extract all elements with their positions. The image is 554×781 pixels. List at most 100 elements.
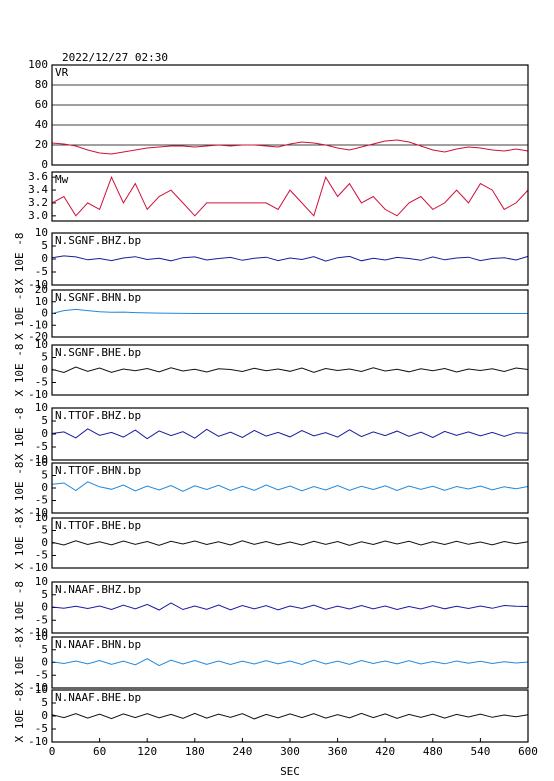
y-tick-label: 3.6	[28, 170, 48, 183]
y-tick-label: -10	[28, 681, 48, 694]
panel-frame	[51, 171, 529, 222]
y-tick-label: 0	[41, 481, 48, 494]
y-tick-label: 0	[41, 307, 48, 320]
y-tick-label: -10	[28, 735, 48, 748]
y-tick-label: -10	[28, 278, 48, 291]
y-tick-label: -5	[35, 668, 48, 681]
y-tick-label: -5	[35, 549, 48, 562]
panel-label: N.NAAF.BHE.bp	[55, 691, 141, 704]
y-tick-label: 10	[35, 575, 48, 588]
x-tick-label: 300	[280, 745, 300, 758]
y-tick-label: -20	[28, 330, 48, 343]
y-tick-label: -5	[35, 376, 48, 389]
y-tick-label: -5	[35, 613, 48, 626]
y-tick-label: 10	[35, 683, 48, 696]
y-tick-label: 0	[41, 252, 48, 265]
y-tick-label: 5	[41, 524, 48, 537]
waveform	[51, 712, 529, 720]
panel-label: VR	[55, 66, 69, 79]
y-axis-label: X 10E -8	[13, 344, 26, 397]
panel-frame	[51, 344, 529, 396]
y-tick-label: -10	[28, 506, 48, 519]
panel-frame	[51, 581, 529, 634]
y-tick-label: 20	[35, 138, 48, 151]
plot-title: 2022/12/27 02:30	[62, 51, 168, 64]
panel-frame	[51, 289, 529, 338]
y-axis-label: X 10E -8	[13, 287, 26, 340]
y-tick-label: 10	[35, 338, 48, 351]
y-tick-label: 10	[35, 401, 48, 414]
y-axis-label: X 10E -8	[13, 233, 26, 286]
waveform	[51, 175, 529, 217]
y-tick-label: 0	[41, 363, 48, 376]
y-tick-label: 60	[35, 98, 48, 111]
waveform	[51, 139, 529, 155]
y-axis-label: X 10E -8	[13, 408, 26, 461]
panel-label: N.NAAF.BHZ.bp	[55, 583, 141, 596]
y-tick-label: -10	[28, 388, 48, 401]
y-tick-label: 5	[41, 588, 48, 601]
panel-label: N.TTOF.BHE.bp	[55, 519, 141, 532]
y-axis-label: X 10E -8	[13, 462, 26, 515]
waveform	[51, 602, 529, 611]
y-tick-label: -5	[35, 265, 48, 278]
panel-label: N.SGNF.BHE.bp	[55, 346, 141, 359]
y-tick-label: 10	[35, 511, 48, 524]
y-tick-label: 0	[41, 601, 48, 614]
panel-label: N.TTOF.BHZ.bp	[55, 409, 141, 422]
panel-label: N.NAAF.BHN.bp	[55, 638, 141, 651]
y-tick-label: 5	[41, 414, 48, 427]
y-tick-label: 20	[35, 283, 48, 296]
panel-label: N.SGNF.BHN.bp	[55, 291, 141, 304]
panel-frame	[51, 462, 529, 514]
x-tick-label: 480	[423, 745, 443, 758]
x-tick-label: 600	[518, 745, 538, 758]
panel-label: N.TTOF.BHN.bp	[55, 464, 141, 477]
y-tick-label: 10	[35, 630, 48, 643]
waveform	[51, 658, 529, 667]
y-tick-label: 0	[41, 709, 48, 722]
y-axis-label: X 10E -8	[13, 636, 26, 689]
y-tick-label: 5	[41, 469, 48, 482]
x-tick-label: 180	[185, 745, 205, 758]
y-tick-label: 3.4	[28, 183, 48, 196]
y-tick-label: 10	[35, 456, 48, 469]
y-tick-label: -5	[35, 494, 48, 507]
y-tick-label: -5	[35, 440, 48, 453]
y-tick-label: 5	[41, 696, 48, 709]
y-tick-label: 5	[41, 643, 48, 656]
x-tick-label: 0	[49, 745, 56, 758]
panel-frame	[51, 407, 529, 461]
y-tick-label: 100	[28, 58, 48, 71]
y-axis-label: X 10E -8	[13, 581, 26, 634]
y-tick-label: 0	[41, 656, 48, 669]
waveform	[51, 366, 529, 374]
x-axis-label: SEC	[280, 765, 300, 778]
y-tick-label: 10	[35, 226, 48, 239]
waveform	[51, 481, 529, 492]
y-axis-label: X 10E -8	[13, 690, 26, 743]
panel-label: Mw	[55, 173, 69, 186]
x-tick-label: 540	[470, 745, 490, 758]
y-tick-label: 3.2	[28, 196, 48, 209]
y-tick-label: 3.0	[28, 209, 48, 222]
waveform	[51, 540, 529, 546]
x-tick-label: 60	[93, 745, 106, 758]
panel-label: N.SGNF.BHZ.bp	[55, 234, 141, 247]
y-tick-label: -10	[28, 561, 48, 574]
waveform	[51, 428, 529, 440]
y-tick-label: -10	[28, 318, 48, 331]
x-tick-label: 360	[328, 745, 348, 758]
y-tick-label: 5	[41, 239, 48, 252]
x-tick-label: 120	[137, 745, 157, 758]
y-tick-label: 80	[35, 78, 48, 91]
y-tick-label: 40	[35, 118, 48, 131]
x-tick-label: 420	[375, 745, 395, 758]
y-tick-label: -10	[28, 626, 48, 639]
y-tick-label: 5	[41, 351, 48, 364]
panel-frame	[51, 517, 529, 569]
y-tick-label: -10	[28, 453, 48, 466]
y-tick-label: 0	[41, 536, 48, 549]
panel-frame	[51, 232, 529, 286]
